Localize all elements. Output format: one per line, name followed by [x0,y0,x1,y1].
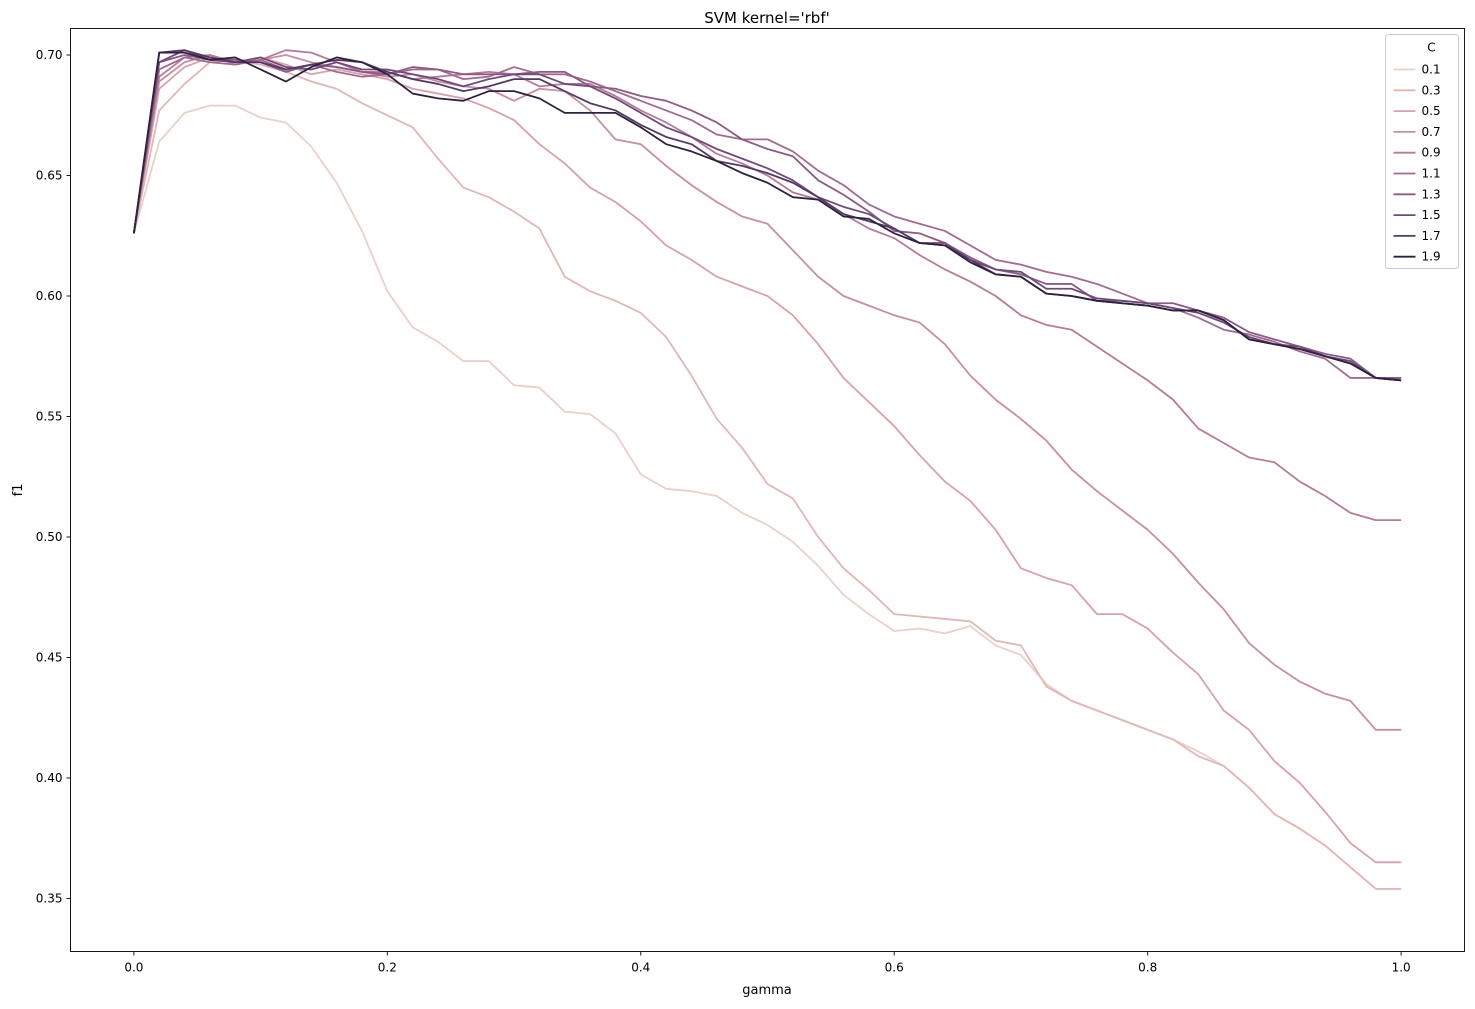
x-axis: 0.0 0.2 0.4 0.6 0.8 1.0 [124,951,1411,975]
y-axis: 0.35 0.40 0.45 0.50 0.55 0.60 0.65 0.70 [36,48,71,905]
legend-entry-5: 1.1 [1422,167,1441,181]
series-line-6 [132,54,1402,379]
y-tick-label: 0.50 [36,530,63,544]
series-line-0 [132,104,1402,890]
legend-entry-0: 0.1 [1422,63,1441,77]
legend-entry-8: 1.7 [1422,229,1441,243]
series-line-2 [132,56,1402,864]
legend-entry-7: 1.5 [1422,208,1441,222]
y-tick-label: 0.40 [36,771,63,785]
y-tick-label: 0.60 [36,289,63,303]
legend-entry-6: 1.3 [1422,187,1441,201]
legend-entry-4: 0.9 [1422,146,1441,160]
y-tick-label: 0.65 [36,169,63,183]
plot-frame [70,28,1465,952]
chart-title: SVM kernel='rbf' [704,9,829,27]
legend-entry-1: 0.3 [1422,83,1441,97]
x-tick-label: 1.0 [1392,961,1411,975]
legend: C 0.1 0.3 0.5 0.7 0.9 1.1 1.3 1.5 1.7 1.9 [1385,34,1459,269]
plot-lines [132,49,1402,890]
x-tick-label: 0.6 [885,961,904,975]
x-tick-label: 0.0 [124,961,143,975]
legend-entry-9: 1.9 [1422,250,1441,264]
y-tick-label: 0.55 [36,409,63,423]
legend-entry-3: 0.7 [1422,125,1441,139]
x-tick-label: 0.2 [378,961,397,975]
x-tick-label: 0.8 [1138,961,1157,975]
y-tick-label: 0.45 [36,650,63,664]
y-tick-label: 0.70 [36,48,63,62]
x-axis-label: gamma [742,983,792,998]
y-tick-label: 0.35 [36,891,63,905]
legend-title: C [1427,41,1435,55]
legend-entry-2: 0.5 [1422,104,1441,118]
series-line-1 [132,58,1402,890]
series-line-5 [132,56,1402,379]
y-axis-label: f1 [11,484,26,497]
series-line-9 [132,51,1402,382]
legend-box [1385,34,1459,269]
x-tick-label: 0.4 [631,961,650,975]
